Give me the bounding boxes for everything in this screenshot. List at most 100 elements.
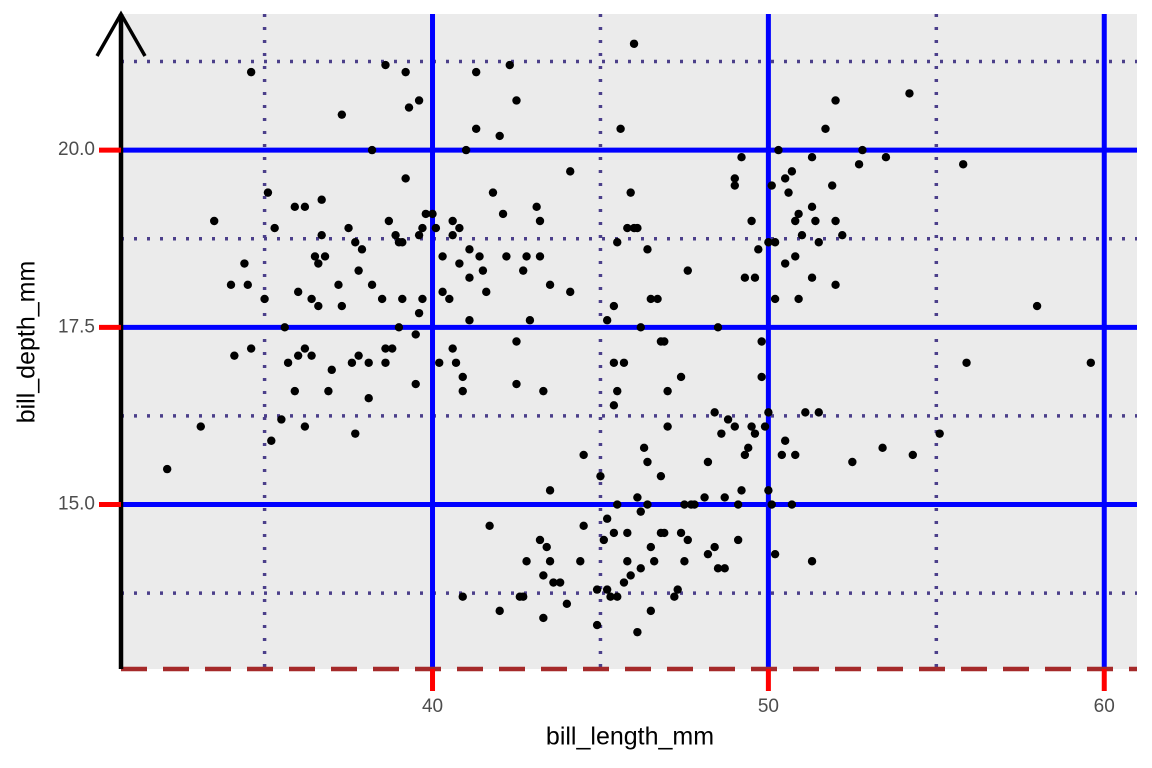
point: [797, 230, 807, 240]
point: [623, 223, 632, 233]
point: [461, 145, 471, 155]
point: [243, 280, 252, 289]
point: [347, 358, 357, 367]
point: [660, 337, 669, 346]
point: [680, 557, 689, 566]
point: [656, 471, 666, 481]
y-tick-label: 20.0: [58, 139, 95, 160]
point: [579, 450, 588, 460]
point: [747, 216, 756, 226]
point: [848, 457, 857, 467]
point: [210, 216, 219, 226]
point: [747, 422, 756, 431]
point: [411, 379, 420, 389]
point: [770, 238, 780, 247]
point: [351, 429, 360, 438]
point: [438, 287, 447, 297]
point: [539, 571, 548, 580]
point: [609, 528, 619, 538]
point: [791, 216, 800, 226]
point: [240, 259, 249, 268]
point: [680, 500, 689, 509]
point: [293, 287, 303, 297]
point: [401, 67, 410, 77]
point: [750, 273, 760, 282]
point: [838, 230, 847, 240]
point: [555, 578, 565, 587]
point: [733, 500, 743, 509]
point: [280, 323, 289, 332]
x-axis-title: bill_length_mm: [546, 723, 714, 751]
point: [381, 60, 390, 70]
point: [646, 606, 656, 616]
point: [445, 294, 454, 304]
point: [246, 67, 256, 77]
point: [703, 549, 713, 559]
point: [764, 408, 773, 417]
point: [535, 535, 545, 545]
y-tick-label: 15.0: [58, 494, 95, 515]
point: [267, 436, 276, 445]
point: [609, 301, 619, 311]
point: [780, 436, 790, 445]
point: [764, 238, 773, 247]
point: [700, 493, 709, 502]
point: [770, 294, 780, 304]
point: [710, 542, 719, 552]
point: [744, 443, 753, 453]
point: [828, 181, 837, 190]
point: [629, 39, 639, 48]
point: [435, 358, 444, 367]
point: [532, 202, 541, 212]
point: [962, 358, 971, 367]
point: [676, 528, 686, 538]
y-axis-arrow: [95, 10, 147, 57]
point: [791, 252, 800, 261]
point: [592, 585, 602, 594]
point: [683, 535, 692, 545]
point: [767, 181, 776, 190]
point: [670, 592, 679, 601]
point: [398, 238, 407, 247]
point: [421, 209, 430, 219]
point: [636, 564, 645, 573]
point: [455, 259, 464, 268]
point: [599, 535, 609, 545]
point: [317, 195, 326, 204]
point: [337, 110, 347, 119]
point: [263, 188, 273, 197]
point: [307, 294, 316, 304]
point: [381, 344, 390, 353]
point: [277, 415, 286, 424]
point: [602, 585, 612, 594]
point: [643, 245, 652, 254]
point: [596, 471, 605, 481]
point: [465, 273, 474, 282]
point: [414, 308, 424, 318]
point: [814, 238, 823, 247]
point: [676, 372, 686, 382]
point: [458, 592, 467, 601]
point: [854, 160, 864, 169]
point: [609, 401, 619, 410]
point: [471, 124, 481, 134]
point: [438, 252, 447, 261]
point: [760, 422, 770, 431]
point: [475, 252, 484, 261]
point: [609, 358, 619, 367]
point: [310, 252, 320, 261]
point: [290, 386, 300, 396]
point: [314, 301, 323, 311]
point: [545, 280, 555, 289]
point: [354, 351, 363, 360]
point: [831, 280, 840, 289]
point: [717, 429, 726, 438]
point: [354, 266, 363, 275]
point: [653, 294, 662, 304]
point: [794, 294, 803, 304]
x-tick-label: 40: [422, 696, 443, 717]
point: [364, 358, 373, 367]
point: [260, 294, 269, 304]
point: [317, 230, 326, 240]
point: [606, 592, 615, 601]
